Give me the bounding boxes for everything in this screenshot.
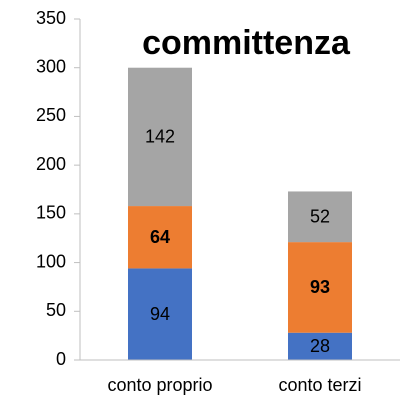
bar-segment (288, 191, 352, 243)
data-label: 52 (310, 207, 330, 227)
data-label: 142 (145, 127, 175, 147)
chart-title: committenza (142, 24, 351, 62)
y-tick-label: 0 (56, 349, 66, 369)
y-tick-label: 150 (36, 203, 66, 223)
data-label: 64 (150, 227, 170, 247)
y-tick-label: 50 (46, 300, 66, 320)
y-tick-label: 350 (36, 8, 66, 28)
data-label: 93 (310, 277, 330, 297)
bar-segment (288, 242, 352, 333)
y-tick-label: 300 (36, 56, 66, 76)
bar-segment (288, 332, 352, 360)
x-tick-label: conto proprio (107, 375, 212, 395)
bar-segment (128, 268, 192, 360)
bar-segment (128, 67, 192, 207)
y-tick-label: 200 (36, 154, 66, 174)
x-tick-label: conto terzi (278, 375, 361, 395)
y-tick-label: 250 (36, 105, 66, 125)
y-tick-label: 100 (36, 251, 66, 271)
data-label: 28 (310, 336, 330, 356)
data-label: 94 (150, 304, 170, 324)
bar-segment (128, 206, 192, 269)
